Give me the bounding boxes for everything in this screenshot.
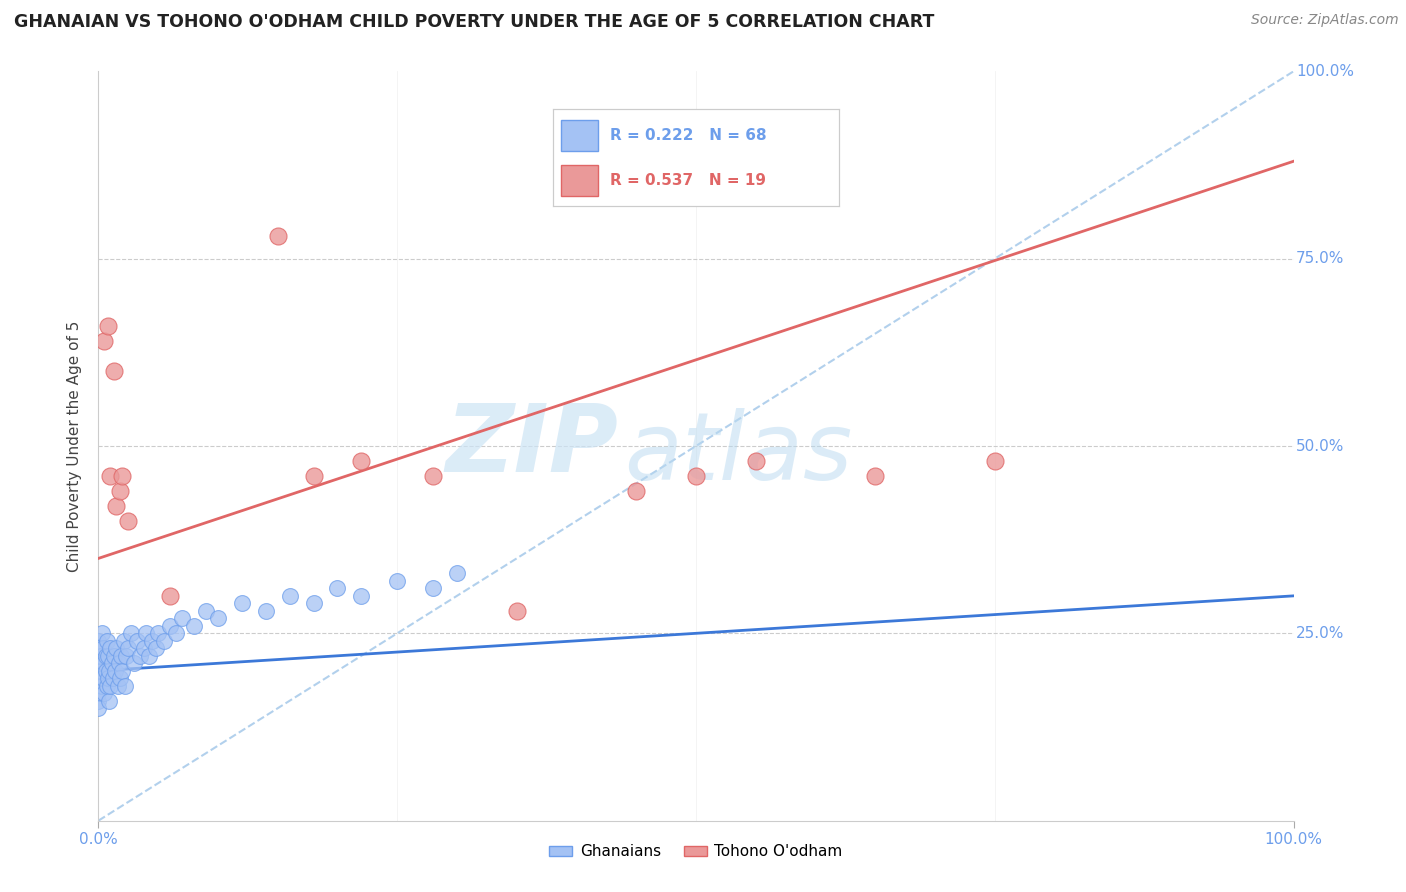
Point bbox=[108, 483, 131, 498]
Point bbox=[98, 664, 121, 678]
Point bbox=[302, 469, 325, 483]
Point bbox=[97, 319, 120, 334]
Point bbox=[745, 454, 768, 468]
Point bbox=[865, 469, 887, 483]
Point bbox=[115, 648, 138, 663]
Point bbox=[94, 648, 117, 663]
Point bbox=[105, 499, 128, 513]
Point bbox=[96, 679, 118, 693]
Point bbox=[120, 626, 142, 640]
Point bbox=[153, 633, 176, 648]
Point bbox=[231, 596, 253, 610]
Point bbox=[145, 641, 167, 656]
Point bbox=[90, 648, 112, 663]
Point bbox=[111, 469, 134, 483]
Point bbox=[96, 633, 118, 648]
Point bbox=[97, 671, 120, 685]
Point bbox=[103, 648, 125, 663]
Point bbox=[98, 694, 121, 708]
Point bbox=[98, 641, 122, 656]
Point bbox=[685, 469, 707, 483]
Point bbox=[267, 229, 290, 244]
Point bbox=[87, 694, 110, 708]
Point bbox=[350, 589, 373, 603]
Point bbox=[87, 686, 110, 700]
Point bbox=[132, 641, 155, 656]
Point bbox=[117, 641, 139, 656]
Text: 25.0%: 25.0% bbox=[1296, 626, 1344, 640]
Point bbox=[112, 633, 135, 648]
Point bbox=[87, 679, 110, 693]
Text: 75.0%: 75.0% bbox=[1296, 252, 1344, 266]
Point bbox=[100, 657, 122, 671]
Point bbox=[195, 604, 218, 618]
Point bbox=[91, 671, 114, 685]
Point bbox=[124, 657, 146, 671]
Point bbox=[93, 657, 115, 671]
Point bbox=[101, 671, 124, 685]
Text: 100.0%: 100.0% bbox=[1296, 64, 1354, 78]
Text: ZIP: ZIP bbox=[446, 400, 619, 492]
Point bbox=[117, 514, 139, 528]
Point bbox=[254, 604, 277, 618]
Point bbox=[103, 364, 125, 378]
Point bbox=[165, 626, 187, 640]
Point bbox=[159, 619, 181, 633]
Legend: Ghanaians, Tohono O'odham: Ghanaians, Tohono O'odham bbox=[543, 838, 849, 865]
Point bbox=[141, 633, 163, 648]
Point bbox=[183, 619, 205, 633]
Point bbox=[98, 469, 122, 483]
Point bbox=[135, 626, 157, 640]
Point bbox=[626, 483, 648, 498]
Point bbox=[207, 611, 229, 625]
Point bbox=[104, 664, 127, 678]
Point bbox=[93, 686, 115, 700]
Point bbox=[108, 671, 131, 685]
Text: atlas: atlas bbox=[624, 408, 852, 499]
Point bbox=[91, 679, 114, 693]
Point bbox=[302, 596, 325, 610]
Text: 50.0%: 50.0% bbox=[1296, 439, 1344, 453]
Point bbox=[422, 582, 444, 596]
Point bbox=[93, 334, 115, 348]
Point bbox=[159, 589, 181, 603]
Point bbox=[111, 664, 134, 678]
Point bbox=[105, 641, 128, 656]
Point bbox=[91, 626, 114, 640]
Point bbox=[148, 626, 170, 640]
Point bbox=[87, 641, 110, 656]
Point bbox=[87, 664, 110, 678]
Point bbox=[385, 574, 409, 588]
Point bbox=[446, 566, 468, 581]
Point bbox=[107, 679, 129, 693]
Point bbox=[87, 648, 110, 663]
Point bbox=[984, 454, 1007, 468]
Point bbox=[87, 657, 110, 671]
Point bbox=[125, 633, 148, 648]
Point bbox=[94, 664, 117, 678]
Point bbox=[114, 679, 136, 693]
Point bbox=[138, 648, 160, 663]
Point bbox=[110, 648, 132, 663]
Point bbox=[350, 454, 373, 468]
Point bbox=[506, 604, 529, 618]
Point bbox=[91, 641, 114, 656]
Point bbox=[87, 671, 110, 685]
Text: Source: ZipAtlas.com: Source: ZipAtlas.com bbox=[1251, 13, 1399, 28]
Point bbox=[326, 582, 349, 596]
Point bbox=[172, 611, 194, 625]
Point bbox=[107, 657, 129, 671]
Point bbox=[278, 589, 301, 603]
Point bbox=[97, 648, 120, 663]
Point bbox=[87, 633, 110, 648]
Point bbox=[129, 648, 152, 663]
Point bbox=[87, 701, 110, 715]
Y-axis label: Child Poverty Under the Age of 5: Child Poverty Under the Age of 5 bbox=[67, 320, 83, 572]
Point bbox=[422, 469, 444, 483]
Point bbox=[98, 679, 122, 693]
Text: GHANAIAN VS TOHONO O'ODHAM CHILD POVERTY UNDER THE AGE OF 5 CORRELATION CHART: GHANAIAN VS TOHONO O'ODHAM CHILD POVERTY… bbox=[14, 13, 935, 31]
Point bbox=[90, 664, 112, 678]
